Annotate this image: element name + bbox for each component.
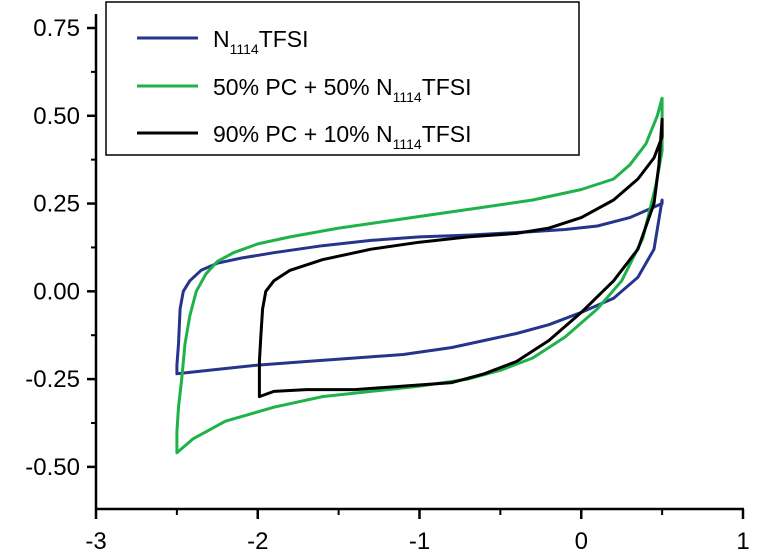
series-layer <box>175 96 664 455</box>
x-tick-label: -1 <box>409 528 430 553</box>
series-line-3 <box>257 117 664 399</box>
x-tick-label: -2 <box>247 528 268 553</box>
x-tick-label: -3 <box>85 528 106 553</box>
y-tick-label: 0.25 <box>33 191 80 218</box>
y-tick-label: -0.50 <box>25 454 80 481</box>
series-line-1 <box>175 198 664 376</box>
series-line-2 <box>175 96 664 455</box>
y-tick-label: 0.50 <box>33 103 80 130</box>
y-tick-label: 0.75 <box>33 15 80 42</box>
x-tick-label: 0 <box>575 528 588 553</box>
legend-label-1: N1114TFSI <box>213 26 309 57</box>
legend: N1114TFSI 50% PC + 50% N1114TFSI 90% PC + … <box>105 1 580 156</box>
legend-box <box>105 1 580 156</box>
y-tick-label: 0.00 <box>33 278 80 305</box>
x-tick-label: 1 <box>736 528 749 553</box>
legend-label-3: 90% PC + 10% N1114TFSI <box>213 121 472 152</box>
axes-layer: 0.75 0.50 0.25 0.00 -0.25 -0.50 -3 -2 -1 0 1 <box>25 14 750 553</box>
y-tick-label: -0.25 <box>25 366 80 393</box>
legend-label-2: 50% PC + 50% N1114TFSI <box>213 74 472 105</box>
